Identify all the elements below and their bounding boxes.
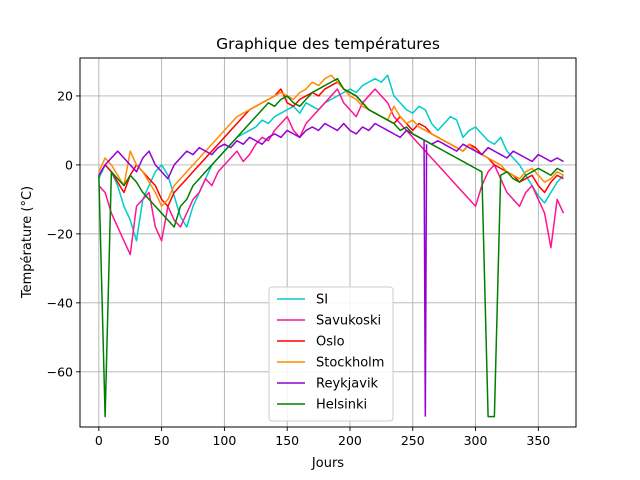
series-layer — [98, 74, 565, 418]
x-tick-label: 150 — [275, 433, 299, 448]
legend: SI Savukoski Oslo Stockholm Reykjavik Helsink… — [268, 286, 394, 422]
legend-label: Savukoski — [316, 314, 381, 329]
legend-label: Reykjavik — [316, 377, 379, 392]
series-spike-reykjavik — [423, 140, 428, 417]
y-tick-label: 0 — [65, 157, 73, 172]
x-axis-ticks: 0 50 100 150 200 250 300 350 — [95, 427, 550, 448]
series-line-reykjavik — [98, 122, 564, 180]
x-tick-label: 350 — [526, 433, 550, 448]
series-line-si — [98, 74, 564, 242]
y-tick-label: 20 — [57, 88, 73, 103]
x-tick-label: 300 — [464, 433, 488, 448]
y-axis-ticks: −60 −40 −20 0 20 — [47, 88, 80, 379]
series-line-stockholm — [98, 74, 564, 208]
y-tick-label: −20 — [47, 226, 73, 241]
legend-label: SI — [316, 293, 328, 308]
plot-frame — [79, 57, 577, 428]
legend-label: Helsinki — [316, 398, 367, 413]
chart-title: Graphique des températures — [216, 35, 440, 53]
x-tick-label: 0 — [95, 433, 103, 448]
x-tick-label: 100 — [212, 433, 236, 448]
y-tick-label: −40 — [47, 295, 73, 310]
x-tick-label: 250 — [401, 433, 425, 448]
legend-label: Oslo — [316, 335, 345, 350]
y-axis-label: Température (°C) — [20, 186, 35, 299]
y-tick-label: −60 — [47, 364, 73, 379]
x-tick-label: 200 — [338, 433, 362, 448]
series-line-helsinki — [98, 77, 564, 418]
x-tick-label: 50 — [154, 433, 170, 448]
x-axis-label: Jours — [311, 456, 344, 471]
legend-label: Stockholm — [316, 356, 384, 371]
